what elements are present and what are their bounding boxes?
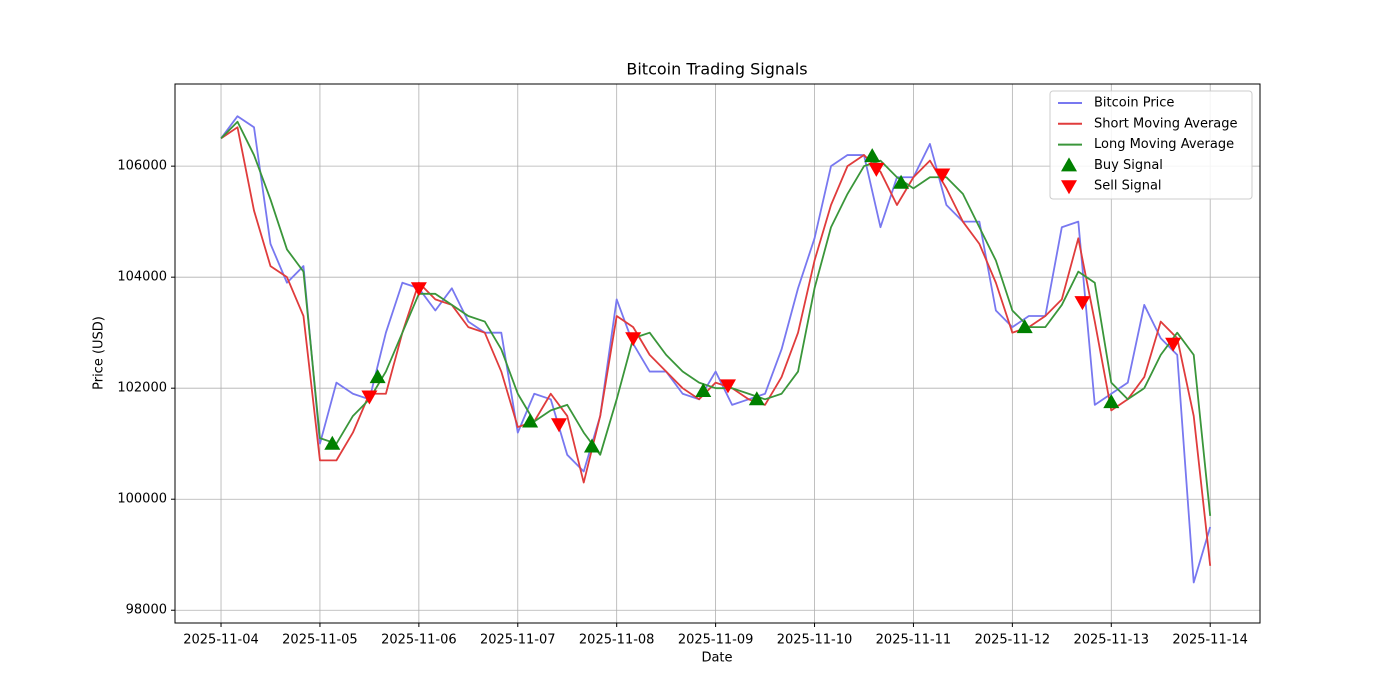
signal-marker	[864, 148, 881, 163]
series-line	[220, 120, 1212, 516]
grid: 98000 100000 102000 104000 106000 2025-11-04 2…	[117, 84, 1260, 648]
legend-label: Short Moving Average	[1094, 116, 1238, 131]
axes-frame	[174, 83, 1261, 624]
legend-box	[1049, 90, 1253, 200]
signal-marker	[583, 438, 600, 453]
signal-marker	[1016, 319, 1033, 334]
legend-swatch	[1061, 180, 1077, 195]
x-tick-label: 2025-11-08	[579, 633, 655, 648]
signal-marker	[1103, 394, 1120, 409]
y-tick-label: 102000	[117, 381, 167, 396]
x-tick-label: 2025-11-07	[480, 633, 556, 648]
plot-area	[220, 115, 1212, 584]
x-tick-label: 2025-11-06	[381, 633, 457, 648]
signal-marker	[410, 282, 427, 297]
signal-marker	[324, 435, 341, 450]
legend-label: Long Moving Average	[1094, 137, 1234, 152]
signal-marker	[550, 418, 567, 433]
series-line	[220, 126, 1212, 566]
legend-label: Buy Signal	[1094, 158, 1163, 173]
x-tick-label: 2025-11-13	[1073, 633, 1149, 648]
signal-marker	[1165, 337, 1182, 352]
x-tick-label: 2025-11-11	[876, 633, 952, 648]
signal-marker	[719, 379, 736, 394]
signal-marker	[1074, 296, 1091, 311]
signal-marker	[361, 390, 378, 405]
y-tick-label: 100000	[117, 492, 167, 507]
signal-marker	[625, 332, 642, 347]
legend: Bitcoin Price Short Moving Average Long Mo…	[1049, 90, 1253, 200]
signal-marker	[522, 413, 539, 428]
signal-marker	[695, 382, 712, 397]
x-tick-label: 2025-11-14	[1172, 633, 1248, 648]
chart-title: Bitcoin Trading Signals	[626, 60, 807, 79]
x-tick-label: 2025-11-05	[282, 633, 358, 648]
signal-marker	[748, 391, 765, 406]
x-axis-label: Date	[701, 651, 732, 666]
y-tick-label: 98000	[126, 603, 167, 618]
y-tick-label: 104000	[117, 270, 167, 285]
signal-marker	[893, 174, 910, 189]
y-axis-label: Price (USD)	[92, 316, 107, 390]
y-tick-label: 106000	[117, 159, 167, 174]
x-tick-label: 2025-11-09	[678, 633, 754, 648]
legend-label: Bitcoin Price	[1094, 96, 1174, 111]
signal-marker	[934, 168, 951, 183]
x-tick-label: 2025-11-12	[975, 633, 1051, 648]
legend-label: Sell Signal	[1094, 179, 1162, 194]
signal-marker	[868, 162, 885, 177]
x-tick-label: 2025-11-10	[777, 633, 853, 648]
legend-swatch	[1061, 157, 1077, 172]
x-tick-label: 2025-11-04	[183, 633, 259, 648]
signal-marker	[369, 369, 386, 384]
